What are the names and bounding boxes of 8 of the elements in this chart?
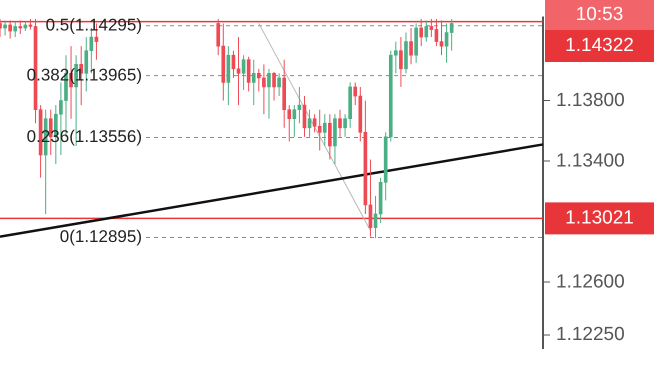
y-tick-label: 1.13400 [556,150,625,172]
y-tick-label: 1.12250 [556,324,625,346]
text: 10:53 [576,4,624,26]
ref-line-label: 0(1.12895) [60,227,142,246]
y-tick-label: 1.12600 [556,271,625,292]
ref-line-label: 1.13021 [565,208,634,229]
ref-line-label: 1.14322 [565,35,634,56]
y-tick-label: 1.13800 [556,90,625,111]
